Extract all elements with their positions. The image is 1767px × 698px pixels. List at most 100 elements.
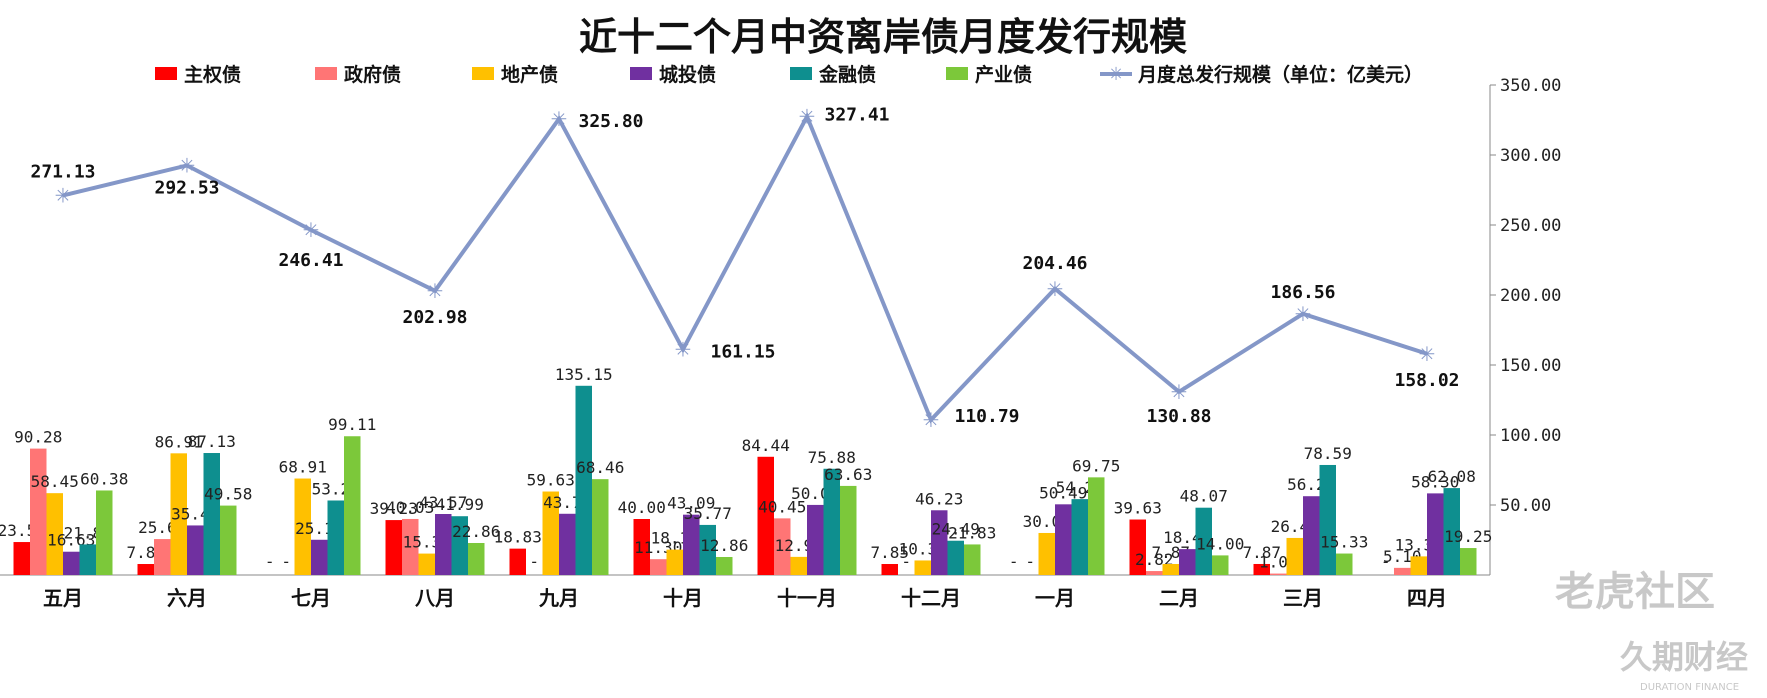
bar-label-3-3: 68.91: [279, 458, 327, 477]
right-axis: 350.00 300.00 250.00 200.00 150.00 100.00 50.0…: [0, 76, 1561, 576]
bar-label-5-8: 24.49: [932, 520, 980, 539]
legend-label-3: 地产债: [501, 63, 558, 86]
category-label-3: 七月: [291, 586, 331, 610]
category-label-2: 六月: [167, 586, 207, 610]
bar-label-empty-2-5: -: [529, 552, 539, 571]
bar-1-2: [137, 564, 154, 575]
bar-label-empty-2-8: -: [901, 552, 911, 571]
bar-label-5-10: 48.07: [1180, 487, 1228, 506]
bar-6-3: [344, 436, 361, 575]
bar-3-1: [46, 493, 63, 575]
bar-3-6: [666, 549, 683, 575]
bar-label-1-11: 7.87: [1242, 543, 1281, 562]
bar-6-6: [716, 556, 733, 575]
bar-4-7: [807, 504, 824, 575]
bar-5-4: [451, 516, 468, 575]
category-label-1: 五月: [43, 586, 83, 610]
total-point-marker-9: ✳: [1047, 277, 1064, 301]
bar-3-8: [914, 560, 931, 575]
bar-label-5-5: 135.15: [555, 365, 613, 384]
bar-6-7: [840, 485, 857, 575]
total-point-marker-2: ✳: [179, 153, 196, 177]
right-axis-tick-label: 100.00: [1500, 426, 1561, 446]
bar-label-2-7: 40.45: [758, 497, 806, 516]
bar-label-5-4: 41.99: [436, 495, 484, 514]
category-label-7: 十一月: [777, 586, 837, 610]
category-label-9: 一月: [1035, 586, 1075, 610]
bar-5-6: [699, 524, 716, 575]
bar-label-1-5: 18.83: [494, 528, 542, 547]
bar-label-6-8: 21.83: [948, 523, 996, 542]
bar-4-10: [1179, 549, 1196, 575]
right-axis-tick-label: 150.00: [1500, 356, 1561, 376]
bar-label-5-12: 62.08: [1428, 467, 1476, 486]
bar-5-8: [947, 540, 964, 575]
bar-2-1: [30, 448, 47, 575]
total-point-marker-10: ✳: [1171, 380, 1188, 404]
bar-3-5: [542, 491, 559, 575]
bar-label-3-5: 59.63: [527, 471, 575, 490]
bar-2-6: [650, 559, 667, 575]
bar-label-1-10: 39.63: [1114, 499, 1162, 518]
bar-label-2-4: 40.03: [386, 498, 434, 517]
bar-2-10: [1146, 571, 1163, 575]
bar-4-11: [1303, 496, 1320, 575]
legend-swatch-6: [946, 67, 968, 80]
bar-4-8: [931, 510, 948, 575]
bar-6-10: [1212, 555, 1229, 575]
legend-line-marker: ✳: [1108, 64, 1123, 85]
bar-label-1-6: 40.00: [618, 498, 666, 517]
bar-5-7: [823, 468, 840, 575]
bar-label-6-11: 15.33: [1320, 533, 1368, 552]
bar-4-5: [559, 513, 576, 575]
bar-1-1: [13, 542, 30, 575]
bar-1-11: [1253, 563, 1270, 575]
bar-6-2: [220, 505, 237, 575]
bar-2-12: [1394, 567, 1411, 575]
bar-5-2: [203, 453, 220, 575]
duration-watermark-cn: 久期财经: [1620, 638, 1748, 676]
bar-label-empty-2-9: -: [1025, 552, 1035, 571]
total-point-marker-12: ✳: [1419, 342, 1436, 366]
legend-swatch-3: [472, 67, 494, 80]
bar-3-4: [418, 553, 435, 575]
bar-label-empty-1-12: -: [1381, 552, 1391, 571]
right-axis-tick-label: 350.00: [1500, 76, 1561, 96]
legend-label-1: 主权债: [184, 63, 241, 86]
total-point-marker-6: ✳: [675, 337, 692, 361]
bar-4-6: [683, 514, 700, 575]
bar-label-4-4: 43.57: [419, 493, 467, 512]
total-point-marker-8: ✳: [923, 408, 940, 432]
tiger-watermark: 老虎社区: [1555, 569, 1715, 615]
legend-label-2: 政府债: [344, 63, 401, 86]
legend-label-6: 产业债: [975, 63, 1032, 86]
right-axis-tick-label: 50.00: [1500, 496, 1551, 516]
bar-label-5-6: 35.77: [684, 504, 732, 523]
total-point-marker-3: ✳: [303, 218, 320, 242]
category-label-4: 八月: [415, 586, 455, 610]
bar-3-12: [1410, 556, 1427, 575]
bar-label-3-1: 58.45: [31, 472, 79, 491]
total-point-label-3: 246.41: [278, 250, 343, 271]
bar-label-1-8: 7.85: [870, 543, 909, 562]
bar-label-1-4: 39.23: [370, 499, 418, 518]
bar-label-5-2: 87.13: [188, 432, 236, 451]
total-point-label-12: 158.02: [1394, 370, 1459, 391]
bar-6-11: [1336, 553, 1353, 575]
bar-label-6-12: 19.25: [1444, 527, 1492, 546]
bar-label-4-9: 50.49: [1039, 483, 1087, 502]
bar-3-11: [1286, 537, 1303, 575]
bar-5-10: [1195, 507, 1212, 575]
right-axis-tick-label: 250.00: [1500, 216, 1561, 236]
legend-label-5: 金融债: [818, 63, 876, 86]
bar-6-4: [468, 542, 485, 575]
bar-label-6-4: 22.86: [452, 522, 500, 541]
total-line-series: ✳271.13 ✳292.53✳246.41✳202.98✳ 325.80✳ 161.…: [30, 105, 1459, 432]
total-point-label-10: 130.88: [1146, 406, 1211, 427]
bar-6-1: [96, 490, 113, 575]
bar-label-6-10: 14.00: [1196, 534, 1244, 553]
total-point-label-2: 292.53: [154, 177, 219, 198]
total-point-label-9: 204.46: [1022, 253, 1087, 274]
bar-5-12: [1443, 488, 1460, 575]
